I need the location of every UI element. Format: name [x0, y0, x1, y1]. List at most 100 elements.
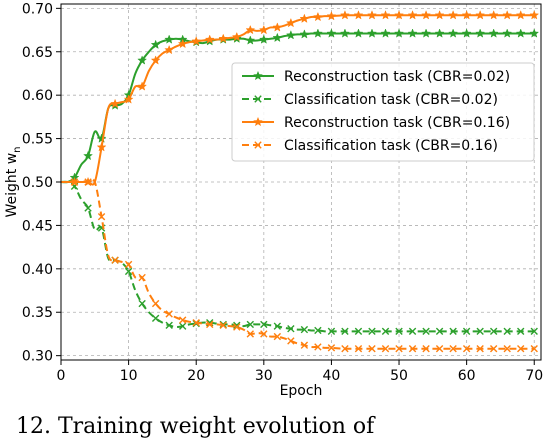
- data-point: [367, 28, 377, 38]
- data-point: [353, 10, 364, 20]
- data-point: [380, 28, 391, 38]
- data-point: [299, 29, 310, 39]
- data-point: [326, 28, 337, 38]
- data-point: [246, 330, 254, 338]
- data-point: [434, 28, 445, 38]
- y-tick-label: 0.30: [22, 349, 53, 365]
- data-point: [273, 322, 282, 330]
- data-point: [287, 337, 295, 345]
- data-point: [83, 150, 93, 161]
- data-point: [285, 30, 296, 40]
- data-point: [151, 314, 160, 323]
- data-point: [218, 33, 229, 43]
- data-point: [178, 322, 187, 330]
- data-point: [515, 28, 526, 38]
- data-point: [407, 10, 418, 20]
- data-point: [178, 316, 187, 324]
- data-point: [272, 22, 283, 32]
- x-tick-label: 10: [120, 368, 138, 384]
- data-point: [434, 10, 445, 20]
- data-point: [475, 28, 486, 38]
- y-tick-label: 0.55: [22, 132, 53, 148]
- legend-marker: [254, 95, 262, 103]
- series-4: [61, 178, 538, 353]
- data-point: [503, 327, 511, 336]
- data-point: [326, 10, 337, 21]
- legend-entry: Reconstruction task (CBR=0.16): [242, 115, 510, 131]
- data-point: [462, 327, 471, 336]
- data-point: [421, 10, 432, 20]
- data-point: [408, 327, 417, 336]
- data-point: [488, 28, 499, 38]
- data-point: [448, 10, 459, 20]
- legend-marker: [254, 141, 262, 149]
- data-point: [123, 94, 134, 104]
- data-point: [475, 10, 486, 20]
- data-point: [435, 327, 444, 336]
- series-line: [61, 178, 535, 350]
- data-point: [299, 13, 310, 23]
- data-point: [476, 345, 484, 353]
- data-point: [151, 299, 160, 308]
- data-point: [368, 327, 376, 336]
- data-point: [341, 327, 349, 336]
- data-point: [111, 256, 119, 264]
- y-axis-label-group: Weight wn: [4, 146, 23, 217]
- data-point: [206, 320, 214, 329]
- data-point: [110, 98, 121, 109]
- data-point: [327, 344, 336, 352]
- data-point: [354, 345, 363, 353]
- data-point: [367, 10, 377, 20]
- data-point: [138, 299, 146, 308]
- data-point: [260, 320, 268, 329]
- x-tick-label: 40: [323, 368, 341, 384]
- data-point: [164, 34, 175, 44]
- data-point: [272, 32, 283, 43]
- data-point: [70, 178, 79, 186]
- data-point: [461, 10, 472, 20]
- data-point: [395, 345, 403, 353]
- data-point: [354, 327, 363, 336]
- data-point: [395, 327, 403, 336]
- data-point: [96, 142, 107, 152]
- data-point: [314, 326, 322, 335]
- data-point: [517, 327, 525, 336]
- data-point: [233, 323, 241, 331]
- data-point: [339, 28, 350, 38]
- data-point: [489, 327, 498, 336]
- data-point: [300, 325, 309, 334]
- data-point: [312, 28, 323, 38]
- data-point: [231, 31, 242, 42]
- x-tick-label: 70: [525, 368, 543, 384]
- data-point: [84, 204, 92, 212]
- data-point: [381, 327, 390, 336]
- data-point: [421, 28, 432, 38]
- data-point: [408, 345, 417, 353]
- data-point: [407, 28, 418, 38]
- data-point: [327, 327, 336, 336]
- y-tick-label: 0.40: [22, 262, 53, 278]
- x-tick-label: 30: [255, 368, 273, 384]
- legend-label: Reconstruction task (CBR=0.02): [284, 69, 510, 85]
- data-point: [368, 345, 376, 353]
- y-tick-label: 0.70: [22, 1, 53, 17]
- figure-caption: 12. Training weight evolution of: [16, 414, 376, 438]
- y-tick-label: 0.35: [22, 305, 53, 321]
- x-axis-label: Epoch: [280, 383, 323, 399]
- data-point: [502, 28, 513, 38]
- y-tick-label: 0.65: [22, 45, 53, 61]
- data-point: [435, 345, 444, 353]
- legend-box: [231, 62, 535, 162]
- data-point: [84, 178, 92, 186]
- data-point: [422, 345, 430, 353]
- data-point: [529, 28, 540, 38]
- legend-entry: Reconstruction task (CBR=0.02): [242, 69, 510, 85]
- data-point: [260, 330, 268, 338]
- data-point: [300, 341, 309, 349]
- data-point: [448, 28, 459, 38]
- legend-label: Reconstruction task (CBR=0.16): [284, 115, 510, 131]
- data-point: [96, 133, 107, 143]
- y-tick-label: 0.45: [22, 218, 53, 234]
- data-point: [502, 10, 513, 20]
- data-point: [150, 55, 161, 65]
